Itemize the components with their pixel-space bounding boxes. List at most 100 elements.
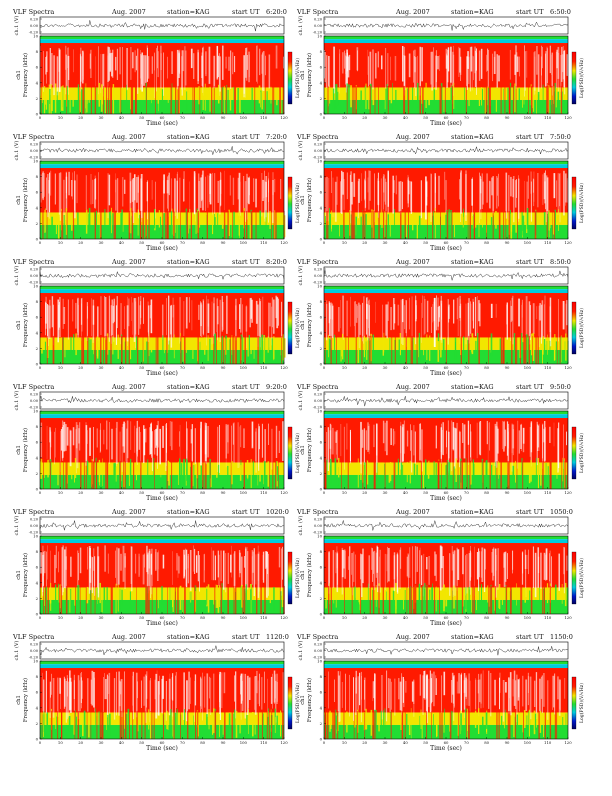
- spectrum-streak: [402, 182, 403, 209]
- spectrum-streak: [41, 174, 42, 202]
- panel-date: Aug. 2007: [111, 8, 146, 16]
- spectrum-streak: [241, 674, 242, 704]
- spectrum-low-streak: [56, 717, 57, 732]
- spectrum-low-streak: [130, 337, 131, 359]
- spectrum-low-streak: [61, 86, 63, 111]
- spectrum-low-streak: [201, 465, 202, 486]
- spectrum-streak: [111, 429, 113, 460]
- spectrum-low-streak: [421, 710, 422, 729]
- spectrum-red-streak: [493, 211, 494, 239]
- spectrum-streak: [466, 56, 467, 90]
- spectrum-streak: [341, 171, 342, 214]
- time-axis-label: Time (sec): [146, 620, 178, 627]
- spectrum-low-streak: [174, 334, 175, 358]
- spectrum-red-streak: [125, 711, 126, 739]
- spectrum-red-streak: [554, 211, 555, 239]
- panel-date: Aug. 2007: [395, 258, 430, 266]
- spectrum-streak: [43, 680, 44, 713]
- spectrum-low-streak: [159, 210, 160, 227]
- spectrum-red-streak: [413, 586, 415, 614]
- spectrum-streak: [537, 422, 538, 465]
- spectrum-low-streak: [356, 217, 358, 237]
- spectrogram: [324, 661, 568, 739]
- spectrum-streak: [264, 672, 265, 704]
- frequency-axis-label: Frequency (kHz): [306, 428, 313, 472]
- spectrum-streak: [496, 176, 497, 209]
- spectrum-streak: [239, 550, 240, 577]
- spectrum-low-streak: [264, 461, 266, 481]
- spectrum-streak: [547, 48, 548, 83]
- band-top-cyan: [40, 164, 284, 168]
- spectrum-red-streak: [528, 86, 529, 114]
- spectrum-low-streak: [501, 716, 502, 728]
- spectrum-red-streak: [146, 86, 147, 114]
- spectrum-red-streak: [197, 711, 198, 739]
- amplitude-axis-label: ch.1 (V): [297, 641, 304, 661]
- spectrum-red-streak: [175, 586, 176, 614]
- spectrum-streak: [411, 182, 412, 214]
- spectrum-streak: [247, 55, 248, 70]
- spectrum-red-streak: [91, 711, 92, 739]
- spectrum-red-streak: [264, 586, 265, 614]
- spectrum-streak: [137, 421, 138, 457]
- spectrum-low-streak: [561, 335, 562, 362]
- spectrum-low-streak: [555, 585, 557, 607]
- amplitude-axis-label: ch.1 (V): [297, 141, 304, 161]
- spectrum-streak: [413, 51, 414, 83]
- time-tick-label: 0: [323, 490, 326, 495]
- spectrum-streak: [123, 47, 124, 88]
- time-tick-label: 70: [180, 615, 185, 620]
- spectrum-low-streak: [475, 711, 476, 728]
- spectrum-streak: [479, 551, 480, 577]
- spectrum-streak: [476, 48, 477, 70]
- spectrum-red-streak: [452, 586, 453, 614]
- time-tick-label: 10: [342, 365, 347, 370]
- spectrum-red-streak: [120, 461, 121, 489]
- spectrum-streak: [68, 300, 69, 340]
- spectrum-streak: [210, 678, 211, 715]
- spectrum-low-streak: [514, 84, 515, 113]
- spectrum-low-streak: [162, 335, 163, 356]
- spectrum-streak: [548, 680, 549, 720]
- spectrum-red-streak: [474, 211, 475, 239]
- time-tick-label: 80: [484, 240, 489, 245]
- spectrum-streak: [93, 306, 95, 325]
- spectrum-streak: [522, 552, 523, 584]
- frequency-tick-label: 8: [36, 424, 39, 429]
- spectrum-low-streak: [193, 716, 194, 729]
- spectrum-streak: [511, 306, 512, 322]
- spectrum-streak: [280, 179, 281, 199]
- spectrum-low-streak: [394, 209, 395, 229]
- spectrum-low-streak: [543, 713, 544, 737]
- spectrum-low-streak: [542, 337, 543, 354]
- spectrum-streak: [326, 55, 327, 88]
- spectrum-red-streak: [442, 711, 443, 739]
- amplitude-tick-label: 0.20: [314, 143, 323, 147]
- spectrum-low-streak: [205, 84, 206, 111]
- spectrum-streak: [217, 306, 219, 324]
- spectrum-low-streak: [533, 340, 534, 355]
- spectrum-low-streak: [273, 587, 275, 611]
- spectrum-streak: [459, 431, 460, 458]
- spectrum-low-streak: [222, 215, 224, 228]
- spectrum-streak: [431, 52, 433, 91]
- spectrum-red-streak: [165, 211, 167, 239]
- spectrum-low-streak: [517, 715, 518, 735]
- spectrum-streak: [80, 673, 81, 711]
- spectrum-streak: [193, 545, 194, 571]
- spectrum-red-streak: [472, 586, 473, 614]
- spectrum-red-streak: [440, 86, 441, 114]
- spectrum-low-streak: [206, 589, 207, 605]
- spectrum-streak: [226, 424, 227, 458]
- spectrum-red-streak: [129, 711, 130, 739]
- spectrum-red-streak: [391, 711, 392, 739]
- spectrum-red-streak: [378, 211, 380, 239]
- spectrum-red-streak: [506, 211, 507, 239]
- spectrum-streak: [130, 421, 131, 450]
- spectrum-streak: [559, 429, 560, 471]
- spectrum-low-streak: [177, 212, 178, 238]
- time-tick-label: 10: [342, 740, 347, 745]
- spectrum-streak: [341, 424, 342, 456]
- spectrum-red-streak: [166, 336, 167, 364]
- spectrum-streak: [464, 424, 466, 458]
